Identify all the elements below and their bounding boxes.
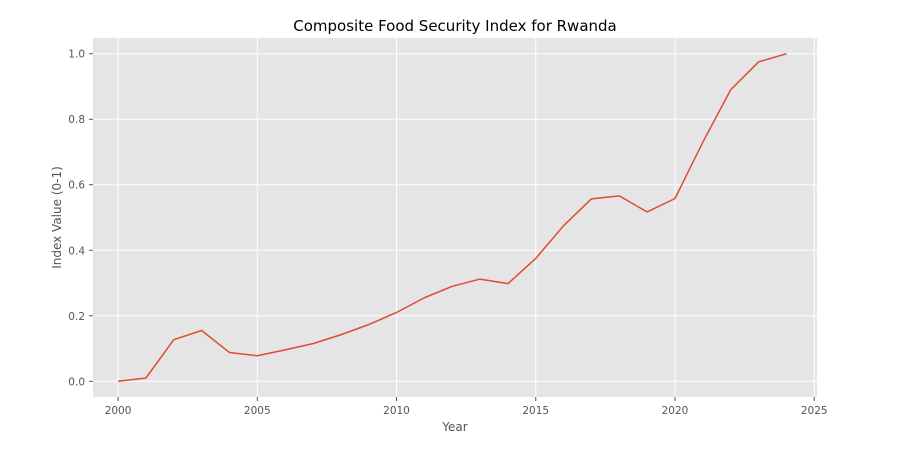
x-grid [117, 38, 815, 397]
x-tick-label: 2020 [662, 405, 689, 417]
y-grid [93, 53, 817, 382]
y-axis-ticks: 0.0 0.2 0.4 0.6 0.8 1.0 [68, 49, 93, 388]
x-tick-label: 2015 [522, 405, 549, 417]
chart-title: Composite Food Security Index for Rwanda [293, 17, 616, 35]
y-tick-label: 0.2 [68, 311, 85, 323]
y-tick-label: 1.0 [68, 49, 85, 61]
y-axis-label: Index Value (0-1) [50, 166, 64, 269]
x-tick-label: 2010 [383, 405, 410, 417]
series-layer [117, 53, 787, 383]
plot-area [93, 38, 817, 397]
y-tick-label: 0.6 [68, 180, 85, 192]
y-tick-label: 0.4 [68, 245, 85, 257]
series-line [117, 53, 787, 383]
y-tick-label: 0.8 [68, 114, 85, 126]
x-tick-label: 2000 [105, 405, 132, 417]
x-tick-label: 2005 [244, 405, 271, 417]
x-axis-ticks: 2000 2005 2010 2015 2020 2025 [105, 397, 828, 417]
x-axis-label: Year [441, 420, 467, 434]
y-tick-label: 0.0 [68, 376, 85, 388]
x-tick-label: 2025 [801, 405, 828, 417]
